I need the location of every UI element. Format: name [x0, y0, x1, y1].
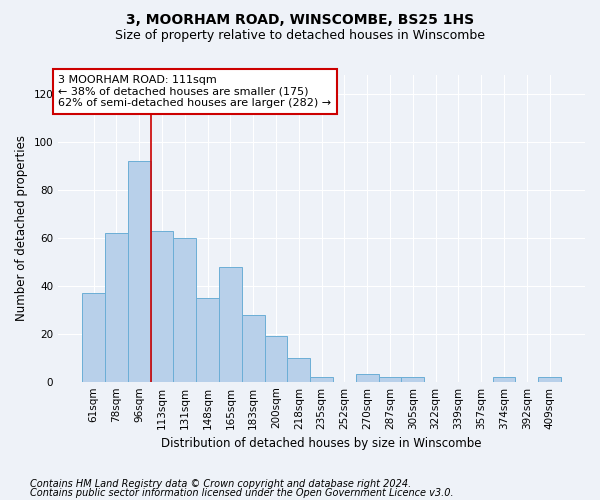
- Bar: [356, 374, 379, 382]
- Bar: [401, 377, 424, 382]
- Bar: [196, 298, 219, 382]
- Text: 3 MOORHAM ROAD: 111sqm
← 38% of detached houses are smaller (175)
62% of semi-de: 3 MOORHAM ROAD: 111sqm ← 38% of detached…: [58, 75, 331, 108]
- Bar: [128, 162, 151, 382]
- Bar: [493, 377, 515, 382]
- Bar: [379, 377, 401, 382]
- Bar: [151, 230, 173, 382]
- Text: Size of property relative to detached houses in Winscombe: Size of property relative to detached ho…: [115, 29, 485, 42]
- Bar: [242, 314, 265, 382]
- Bar: [538, 377, 561, 382]
- Bar: [219, 266, 242, 382]
- Text: 3, MOORHAM ROAD, WINSCOMBE, BS25 1HS: 3, MOORHAM ROAD, WINSCOMBE, BS25 1HS: [126, 12, 474, 26]
- Y-axis label: Number of detached properties: Number of detached properties: [15, 136, 28, 322]
- Bar: [173, 238, 196, 382]
- Bar: [265, 336, 287, 382]
- X-axis label: Distribution of detached houses by size in Winscombe: Distribution of detached houses by size …: [161, 437, 482, 450]
- Text: Contains public sector information licensed under the Open Government Licence v3: Contains public sector information licen…: [30, 488, 454, 498]
- Bar: [287, 358, 310, 382]
- Bar: [105, 233, 128, 382]
- Bar: [310, 377, 333, 382]
- Text: Contains HM Land Registry data © Crown copyright and database right 2024.: Contains HM Land Registry data © Crown c…: [30, 479, 411, 489]
- Bar: [82, 293, 105, 382]
